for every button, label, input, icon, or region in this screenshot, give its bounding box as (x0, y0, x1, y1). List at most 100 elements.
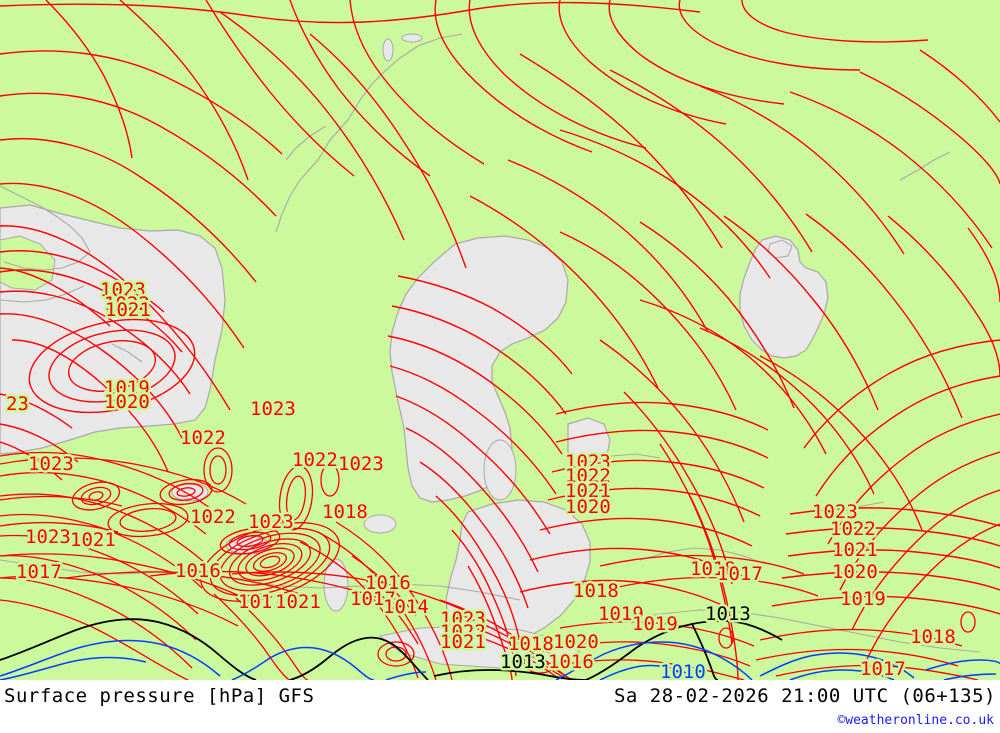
chart-footer: Surface pressure [hPa] GFS Sa 28-02-2026… (0, 680, 1000, 733)
isobar-label-halo: 1018 (690, 558, 736, 580)
footer-validtime: Sa 28-02-2026 21:00 UTC (06+135) (613, 685, 996, 707)
isobar-label-halo: 1018 (508, 633, 554, 655)
isobar-label-halo: 1023 (440, 608, 486, 630)
landmass-islet-4 (323, 558, 349, 612)
isobar-label-halo: 1021 (440, 631, 486, 653)
landmass-islet-7 (363, 514, 397, 534)
landmass-northwest (0, 204, 226, 455)
isobar-label: 1022 (440, 621, 486, 643)
isobar-label-halo: 1021 (565, 480, 611, 502)
isobar-label-halo: 1011 (238, 591, 284, 613)
isobar-label-halo: 1023 (812, 501, 858, 523)
isobar-label: 1021 (440, 631, 486, 653)
isobar-label-halo: 1020 (553, 631, 599, 653)
isobar-label: 1022 (565, 465, 611, 487)
isobar-label-halo: 1014 (383, 596, 429, 618)
isobar-label-halo: 1017 (860, 658, 906, 680)
isobar-label-halo: 1018 (322, 501, 368, 523)
coastline-layer (0, 33, 981, 653)
isobar-label-halo: 1019 (104, 377, 150, 399)
isobar-label-halo: 1022 (190, 506, 236, 528)
isobar-label-halo: 1023 (25, 526, 71, 548)
isobar-label-halo: 1017 (16, 561, 62, 583)
isobar-label: 1017 (717, 563, 763, 585)
isobar-label: 1018 (690, 558, 736, 580)
isobar-label: 1023 (338, 453, 384, 475)
isobar-label: 1023 (440, 608, 486, 630)
isobar-label: 1020 (553, 631, 599, 653)
isobar-label: 1019 (598, 603, 644, 625)
isobar-label: 1017 (860, 658, 906, 680)
isobar-label-halo: 1022 (180, 427, 226, 449)
isobar-label-halo: 1020 (104, 391, 150, 413)
isobar-label: 1022 (190, 506, 236, 528)
isobar-contour-svg (0, 0, 1000, 680)
isobar-red-midleft (0, 457, 473, 627)
isobar-label-halo: 23 (6, 393, 29, 415)
isobar-label: 1022 (180, 427, 226, 449)
isobar-label-halo: 1018 (910, 626, 956, 648)
landmass-central-south (445, 499, 591, 647)
isobar-label: 1014 (383, 596, 429, 618)
isobar-label: 1023 (812, 501, 858, 523)
isobar-label: 1010 (660, 661, 706, 680)
isobar-label-halo: 1021 (275, 591, 321, 613)
isobar-label: 1020 (104, 391, 150, 413)
isobar-label-halo: 1021 (105, 299, 151, 321)
isobar-label: 1021 (565, 480, 611, 502)
isobar-label-halo: 1022 (565, 465, 611, 487)
isobar-blue-low (0, 639, 1000, 680)
isobar-red-bottom (377, 554, 979, 680)
isobar-label-halo: 1021 (832, 539, 878, 561)
isobar-label-halo: 1016 (175, 560, 221, 582)
isobar-label-overlay: 1023102310221022102110211019101910201020… (6, 279, 956, 680)
isobar-label: 1023 (248, 511, 294, 533)
isobar-label-halo: 1016 (365, 572, 411, 594)
isobar-label-halo: 1018 (573, 580, 619, 602)
isobar-label-halo: 1019 (840, 588, 886, 610)
isobar-label: 1020 (832, 561, 878, 583)
isobar-label-halo: 1019 (598, 603, 644, 625)
isobar-label-halo: 1017 (717, 563, 763, 585)
isobar-label: 1013 (500, 651, 546, 673)
isobar-label-halo: 1022 (292, 449, 338, 471)
landmass-northwest-notch (0, 235, 56, 291)
landmass-shelf-bottom (378, 625, 581, 669)
isobar-label: 1017 (350, 588, 396, 610)
isobar-label: 1023 (100, 279, 146, 301)
isobar-label-halo: 1021 (70, 529, 116, 551)
isobar-label: 1019 (632, 613, 678, 635)
footer-title: Surface pressure [hPa] GFS (4, 685, 315, 707)
isobar-label: 1021 (275, 591, 321, 613)
isobar-label-halo: 1020 (832, 561, 878, 583)
isobar-label-halo: 1022 (830, 518, 876, 540)
isobar-label: 1019 (840, 588, 886, 610)
isobar-red-upper (0, 0, 1000, 419)
isobar-label: 1022 (104, 293, 150, 315)
isobar-label: 1017 (16, 561, 62, 583)
isobar-label-halo: 1010 (660, 661, 706, 680)
isobar-label: 1018 (910, 626, 956, 648)
isobar-label-halo: 1013 (500, 651, 546, 673)
map-canvas[interactable]: 1023 1023 1022 1022 1021 1021 1019 1019 1020 1020… (0, 0, 1000, 680)
isobar-label: 1020 (565, 496, 611, 518)
isobar-black-1013 (0, 618, 783, 680)
isobar-label: 1016 (548, 651, 594, 673)
isobar-label: 1021 (105, 299, 151, 321)
isobar-label-halo: 1023 (250, 398, 296, 420)
isobar-label-halo: 1013 (705, 603, 751, 625)
footer-copyright[interactable]: ©weatheronline.co.uk (837, 713, 994, 728)
isobar-label-halo: 1017 (350, 588, 396, 610)
isobar-label-halo: 1023 (100, 279, 146, 301)
isobar-label: 1021 (70, 529, 116, 551)
isobar-label-halo: 1022 (104, 293, 150, 315)
isobar-label-halo: 1023 (248, 511, 294, 533)
isobar-label-halo: 1019 (632, 613, 678, 635)
landmass-islet-1 (382, 38, 394, 62)
landmass-islet-3 (483, 439, 517, 501)
isobar-label: 23 (6, 393, 29, 415)
isobar-label: 1016 (175, 560, 221, 582)
isobar-label: 1018 (508, 633, 554, 655)
isobar-label: 1023 (25, 526, 71, 548)
